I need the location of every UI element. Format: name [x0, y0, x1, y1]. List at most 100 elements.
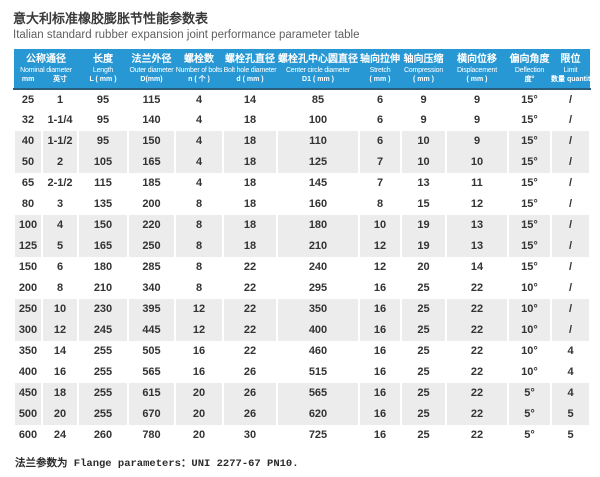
table-cell: / [550, 319, 591, 341]
table-cell: 18 [41, 382, 79, 404]
col-header-limit: 限位 Limit 数量 quantity [551, 49, 594, 90]
table-cell: 11 [445, 172, 509, 194]
table-cell: 5° [507, 403, 552, 425]
table-cell: 10 [400, 130, 447, 152]
table-cell: 26 [222, 361, 278, 383]
table-cell: 515 [276, 361, 360, 383]
table-cell: 115 [127, 88, 176, 110]
table-cell: 4 [41, 214, 79, 236]
table-cell: 22 [445, 340, 509, 362]
table-cell: 22 [445, 298, 509, 320]
table-cell: 22 [222, 319, 278, 341]
table-cell: 95 [77, 88, 129, 110]
col-header-length: 长度 Length L ( mm ) [78, 49, 128, 90]
table-row: 32 1-1/4 95 140 4 18 100 6 9 9 15° / [13, 109, 591, 131]
table-cell: 105 [77, 151, 129, 173]
table-cell: 8 [174, 214, 224, 236]
table-row: 350 14 255 505 16 22 460 16 25 22 10° 4 [13, 340, 591, 362]
table-cell: 210 [77, 277, 129, 299]
table-cell: 350 [276, 298, 360, 320]
table-cell: 25 [400, 277, 447, 299]
table-cell: 95 [77, 130, 129, 152]
table-cell: 2-1/2 [41, 172, 79, 194]
table-cell: 160 [276, 193, 360, 215]
table-cell: 4 [550, 340, 591, 362]
table-cell: 22 [222, 256, 278, 278]
table-cell: 22 [445, 277, 509, 299]
table-cell: / [550, 151, 591, 173]
table-cell: 9 [445, 109, 509, 131]
table-cell: 8 [41, 277, 79, 299]
parameter-table: 公称通径 Nominal diameter mm 英寸 长度 Length L … [13, 49, 594, 446]
col-header-center-circle-diameter: 螺栓孔中心圆直径 Center circle diameter D1 ( mm … [277, 49, 359, 90]
col-header-outer-diameter: 法兰外径 Outer diameter D(mm) [128, 49, 175, 90]
table-cell: 8 [358, 193, 402, 215]
table-cell: 100 [13, 214, 43, 236]
table-cell: 6 [41, 256, 79, 278]
table-cell: 285 [127, 256, 176, 278]
table-cell: 16 [358, 340, 402, 362]
table-row: 50 2 105 165 4 18 125 7 10 10 15° / [13, 151, 591, 173]
table-cell: 16 [358, 403, 402, 425]
table-cell: 16 [358, 382, 402, 404]
table-cell: 22 [445, 319, 509, 341]
table-row: 500 20 255 670 20 26 620 16 25 22 5° 5 [13, 403, 591, 425]
table-cell: 255 [77, 403, 129, 425]
table-cell: 9 [400, 109, 447, 131]
table-cell: 18 [222, 130, 278, 152]
table-cell: 210 [276, 235, 360, 257]
table-cell: 15° [507, 214, 552, 236]
table-cell: 6 [358, 130, 402, 152]
table-cell: 4 [174, 172, 224, 194]
col-header-deflection: 偏向角度 Deflection 度° [508, 49, 551, 90]
table-cell: 620 [276, 403, 360, 425]
table-cell: 5 [550, 403, 591, 425]
table-cell: / [550, 109, 591, 131]
table-cell: 240 [276, 256, 360, 278]
table-cell: 100 [276, 109, 360, 131]
table-cell: 20 [174, 403, 224, 425]
page-subtitle: Italian standard rubber expansion joint … [13, 29, 360, 42]
col-header-stretch: 轴向拉伸 Stretch ( mm ) [359, 49, 401, 90]
col-header-nominal-diameter: 公称通径 Nominal diameter mm 英寸 [14, 49, 78, 90]
col-header-bolt-hole-diameter: 螺栓孔直径 Bolt hole diameter d ( mm ) [223, 49, 277, 90]
table-row: 25 1 95 115 4 14 85 6 9 9 15° / [13, 88, 591, 110]
table-header-row: 公称通径 Nominal diameter mm 英寸 长度 Length L … [14, 49, 594, 90]
table-cell: 445 [127, 319, 176, 341]
table-cell: 30 [222, 424, 278, 446]
table-cell: 125 [13, 235, 43, 257]
table-cell: 400 [13, 361, 43, 383]
table-cell: 25 [400, 319, 447, 341]
table-cell: 22 [445, 403, 509, 425]
table-cell: 400 [276, 319, 360, 341]
table-cell: 4 [174, 109, 224, 131]
table-cell: 2 [41, 151, 79, 173]
table-cell: 85 [276, 88, 360, 110]
table-cell: 15° [507, 88, 552, 110]
table-cell: 22 [445, 382, 509, 404]
col-header-displacement: 横向位移 Displacement ( mm ) [446, 49, 508, 90]
table-cell: 4 [174, 151, 224, 173]
table-cell: / [550, 235, 591, 257]
table-cell: 340 [127, 277, 176, 299]
table-cell: 15 [400, 193, 447, 215]
table-row: 80 3 135 200 8 18 160 8 15 12 15° / [13, 193, 591, 215]
table-row: 100 4 150 220 8 18 180 10 19 13 15° / [13, 214, 591, 236]
table-cell: 40 [13, 130, 43, 152]
table-cell: 5° [507, 382, 552, 404]
table-cell: 1-1/4 [41, 109, 79, 131]
table-cell: 18 [222, 214, 278, 236]
table-cell: 395 [127, 298, 176, 320]
table-cell: 250 [127, 235, 176, 257]
table-cell: 12 [445, 193, 509, 215]
table-cell: 14 [41, 340, 79, 362]
table-cell: 22 [222, 277, 278, 299]
table-cell: 18 [222, 193, 278, 215]
table-cell: 8 [174, 256, 224, 278]
table-cell: 245 [77, 319, 129, 341]
table-cell: 25 [400, 298, 447, 320]
footer-note: 法兰参数为 Flange parameters：UNI 2277-67 PN10… [15, 457, 299, 470]
table-cell: 50 [13, 151, 43, 173]
table-cell: 8 [174, 193, 224, 215]
